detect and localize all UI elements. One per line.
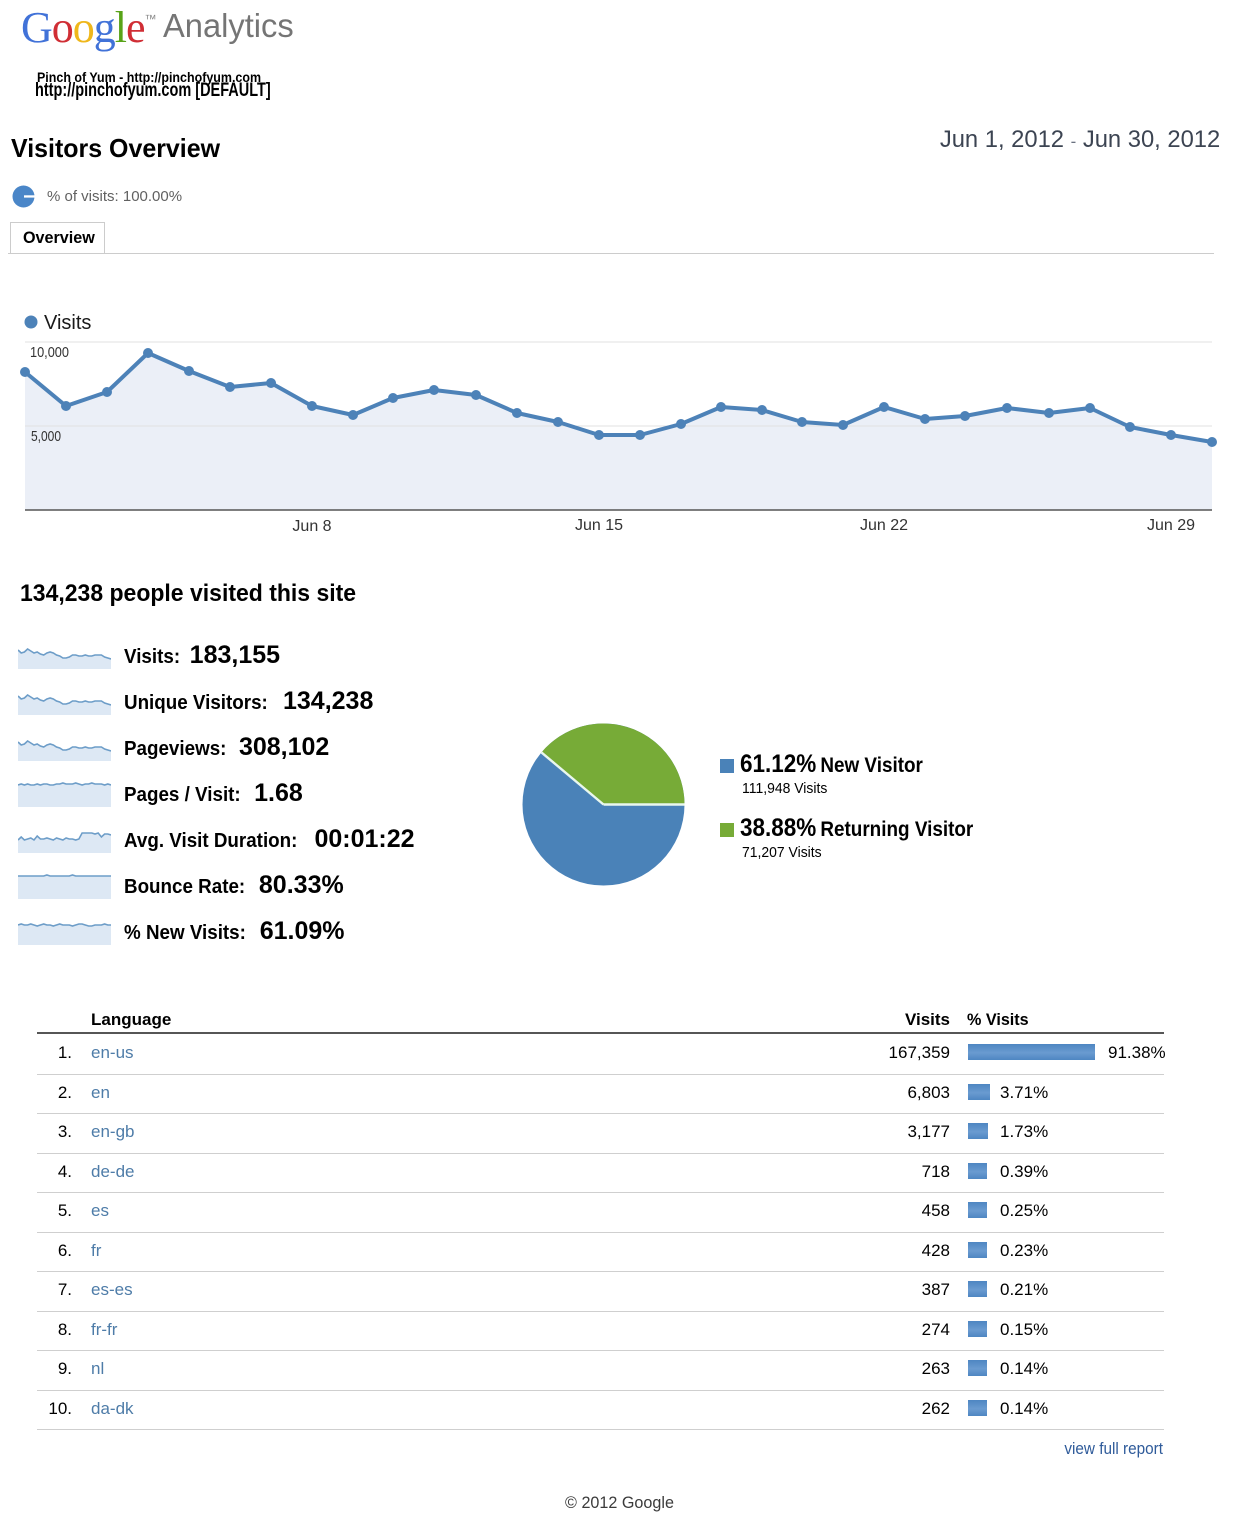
svg-text:5,000: 5,000 [31,428,61,445]
svg-text:10,000: 10,000 [30,344,69,361]
svg-text:Jun 15: Jun 15 [575,517,623,534]
svg-text:Jun 8: Jun 8 [292,518,331,535]
svg-text:Jun 29: Jun 29 [1147,517,1195,534]
svg-text:Jun 22: Jun 22 [860,517,908,534]
